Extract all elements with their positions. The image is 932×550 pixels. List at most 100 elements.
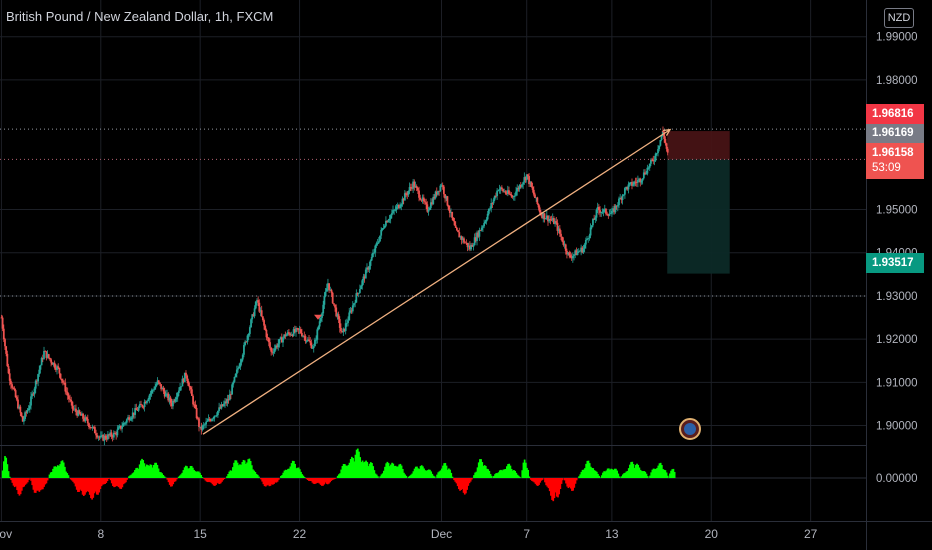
- oscillator-bar: [557, 478, 559, 498]
- candle-body: [483, 223, 486, 227]
- oscillator-bar: [446, 469, 449, 479]
- candle-body: [596, 206, 599, 210]
- candle-body: [633, 181, 636, 185]
- candle-body: [330, 289, 333, 293]
- candle-body: [522, 182, 525, 185]
- candle-body: [389, 215, 392, 219]
- oscillator-bar: [31, 478, 34, 486]
- candle-body: [548, 219, 551, 222]
- oscillator-bar: [186, 466, 188, 479]
- oscillator-bar: [473, 475, 475, 479]
- oscillator-bar: [467, 478, 470, 486]
- candle-body: [620, 197, 623, 201]
- oscillator-bar: [381, 473, 384, 479]
- candle-body: [412, 181, 415, 189]
- candle-body: [140, 404, 142, 405]
- candle-body: [144, 401, 147, 404]
- oscillator-bar: [155, 462, 158, 479]
- candle-body: [50, 359, 53, 363]
- oscillator-bar: [121, 478, 124, 488]
- candle-body: [329, 289, 332, 291]
- candle-body: [353, 303, 355, 306]
- oscillator-bar: [448, 468, 450, 479]
- oscillator-bar: [339, 473, 341, 479]
- oscillator-bar: [221, 478, 223, 482]
- oscillator-bar: [78, 478, 80, 492]
- candle-body: [299, 329, 302, 333]
- oscillator-bar: [369, 462, 372, 479]
- oscillator-bar: [195, 471, 198, 479]
- oscillator-bar: [348, 462, 351, 479]
- oscillator-bar: [397, 466, 399, 479]
- candle-body: [63, 382, 66, 384]
- oscillator-bar: [658, 463, 661, 479]
- oscillator-bar: [469, 478, 472, 482]
- candle-body: [244, 341, 247, 346]
- oscillator-bar: [340, 469, 343, 479]
- candle-body: [534, 194, 536, 198]
- trendline: [202, 129, 671, 435]
- oscillator-bar: [117, 478, 120, 488]
- candle-body: [341, 331, 344, 333]
- oscillator-bar: [597, 473, 599, 479]
- oscillator-bar: [282, 472, 285, 479]
- currency-badge[interactable]: NZD: [884, 8, 914, 28]
- candle-body: [640, 180, 643, 183]
- oscillator-bar: [136, 467, 139, 479]
- candle-body: [33, 388, 36, 395]
- candle-body: [593, 219, 596, 220]
- candle-body: [199, 426, 202, 428]
- oscillator-bar: [190, 465, 193, 479]
- oscillator-bar: [365, 460, 367, 479]
- oscillator-bar: [374, 473, 377, 479]
- candle-body: [525, 174, 528, 181]
- candle-body: [198, 418, 200, 427]
- oscillator-bar: [243, 460, 246, 479]
- oscillator-bar: [194, 471, 197, 479]
- oscillator-bar: [175, 478, 178, 480]
- candle-body: [652, 159, 655, 161]
- oscillator-bar: [260, 478, 262, 480]
- candle-body: [4, 339, 6, 347]
- oscillator-bar: [554, 478, 557, 493]
- candle-body: [103, 435, 106, 441]
- oscillator-bar: [17, 478, 20, 495]
- candle-body: [535, 197, 538, 199]
- time-axis-label: 20: [705, 527, 719, 541]
- oscillator-bar: [170, 478, 172, 487]
- candle-body: [222, 403, 225, 407]
- candle-body: [298, 329, 301, 331]
- candle-body: [647, 167, 650, 169]
- candle-body: [38, 369, 41, 375]
- oscillator-bar: [578, 476, 580, 479]
- oscillator-bar: [386, 461, 389, 479]
- oscillator-bar: [138, 464, 141, 479]
- oscillator-bar: [528, 476, 531, 479]
- candle-body: [163, 391, 166, 397]
- candle-body: [639, 178, 642, 183]
- stop-loss-zone: [667, 131, 730, 160]
- oscillator-bar: [555, 478, 558, 497]
- oscillator-bar: [331, 478, 334, 480]
- oscillator-bar: [208, 478, 210, 483]
- oscillator-bar: [34, 478, 37, 493]
- oscillator-bar: [215, 478, 217, 485]
- oscillator-bar: [285, 470, 288, 479]
- oscillator-bar: [91, 478, 93, 500]
- candle-body: [385, 220, 387, 226]
- candle-body: [202, 424, 205, 426]
- candle-body: [414, 186, 417, 188]
- economic-event-flag-icon[interactable]: [679, 418, 701, 440]
- oscillator-bar: [661, 465, 663, 479]
- candle-body: [395, 206, 398, 210]
- oscillator-bar: [237, 465, 240, 479]
- oscillator-bar: [154, 462, 156, 479]
- oscillator-bar: [371, 463, 373, 479]
- last-close-price-tag: 1.96169: [866, 124, 924, 143]
- candle-body: [258, 302, 261, 312]
- oscillator-bar: [608, 468, 610, 479]
- oscillator-bar: [98, 478, 101, 493]
- candle-body: [2, 328, 5, 340]
- candle-body: [225, 401, 228, 404]
